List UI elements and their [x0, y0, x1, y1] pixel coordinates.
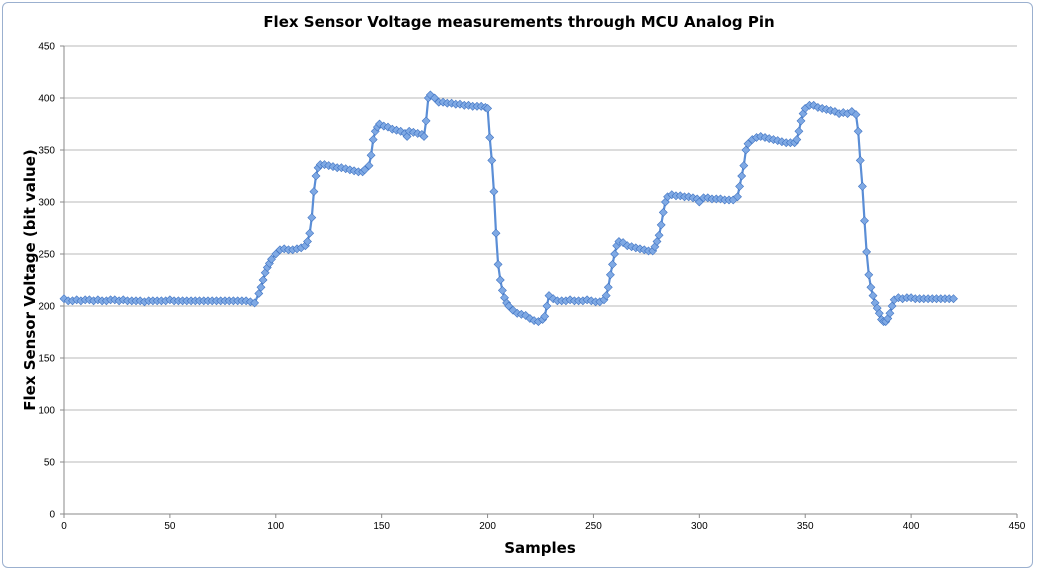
x-tick-labels: 0 50 100 150 200 250 300 350 400 450 [61, 521, 1026, 532]
data-point [608, 259, 617, 269]
data-point [656, 220, 666, 230]
data-point [487, 155, 497, 165]
data-point [258, 275, 268, 285]
data-point [540, 311, 550, 321]
data-point [504, 301, 514, 311]
data-point [737, 171, 747, 181]
y-tick-label: 250 [38, 250, 55, 261]
data-point [610, 249, 620, 259]
x-tick-label: 200 [479, 521, 496, 532]
x-tick-label: 300 [691, 521, 708, 532]
data-point [794, 126, 804, 136]
data-point [733, 192, 742, 202]
y-tick-label: 100 [38, 406, 55, 417]
data-point [853, 126, 863, 136]
data-point [364, 161, 374, 171]
data-point [366, 150, 376, 160]
y-tick-label: 300 [38, 198, 55, 209]
x-tick-label: 400 [903, 521, 920, 532]
axes [60, 45, 1018, 518]
x-tick-label: 450 [1009, 521, 1026, 532]
data-point [305, 228, 315, 238]
y-tick-label: 50 [44, 458, 56, 469]
data-point [857, 181, 867, 191]
data-point [860, 216, 869, 226]
y-tick-label: 350 [38, 146, 55, 157]
data-point [949, 294, 958, 304]
data-point [654, 230, 664, 240]
data-point [851, 110, 861, 120]
data-point [483, 103, 493, 113]
data-point [368, 135, 378, 145]
y-tick-label: 150 [38, 354, 55, 365]
data-point [694, 197, 704, 207]
data-point [419, 132, 429, 141]
data-point [866, 282, 876, 292]
data-point [493, 259, 503, 269]
data-point [489, 187, 499, 197]
y-tick-label: 200 [38, 302, 55, 313]
y-axis-title: Flex Sensor Voltage (bit value) [21, 149, 39, 411]
data-point [735, 181, 745, 191]
data-point [309, 187, 319, 197]
data-point [383, 122, 393, 132]
x-tick-label: 250 [585, 521, 602, 532]
x-axis-title: Samples [504, 539, 576, 557]
data-point [485, 133, 495, 142]
data-point [256, 282, 266, 292]
y-tick-label: 0 [49, 510, 55, 521]
data-point [792, 135, 802, 145]
data-point [796, 116, 806, 126]
data-point [855, 155, 865, 165]
y-tick-labels: 0 50 100 150 200 250 300 350 400 450 [38, 42, 55, 521]
data-point [885, 308, 895, 318]
data-point [862, 247, 872, 257]
data-point [868, 291, 878, 301]
data-point [603, 282, 613, 292]
data-point [497, 285, 507, 295]
y-tick-label: 400 [38, 94, 55, 105]
series-line [63, 93, 954, 323]
data-point [360, 165, 370, 175]
data-point [495, 275, 505, 285]
data-point [491, 228, 501, 238]
data-point [658, 207, 668, 217]
x-tick-label: 50 [164, 521, 176, 532]
x-tick-label: 0 [61, 521, 67, 532]
chart-title: Flex Sensor Voltage measurements through… [263, 13, 774, 31]
data-point [542, 301, 552, 311]
data-point [601, 291, 611, 301]
x-tick-label: 350 [797, 521, 814, 532]
data-point [267, 254, 276, 264]
data-point [864, 270, 874, 280]
series-group [59, 90, 958, 327]
data-point [739, 161, 749, 171]
x-tick-label: 150 [373, 521, 390, 532]
data-point [605, 270, 615, 280]
data-point [307, 213, 317, 223]
y-tick-label: 450 [38, 42, 55, 53]
data-point [250, 298, 260, 308]
data-point [743, 139, 753, 149]
data-point [303, 237, 312, 246]
data-point [311, 171, 321, 181]
x-tick-label: 100 [267, 521, 284, 532]
gridlines [64, 45, 1017, 463]
data-point [421, 116, 431, 126]
